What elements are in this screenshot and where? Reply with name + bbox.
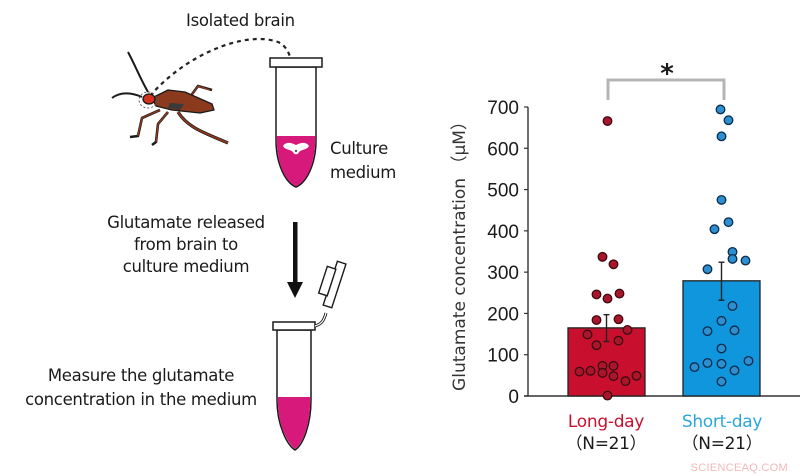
watermark: SCIENCEAQ.COM: [690, 462, 788, 474]
bars: [567, 280, 761, 397]
y-tick-label: 200: [487, 304, 519, 325]
y-tick-label: 500: [487, 181, 519, 202]
y-tick-label: 0: [508, 387, 519, 408]
measurement-tube-icon: [272, 260, 347, 451]
y-tick-label: 100: [487, 346, 519, 367]
data-point: [582, 329, 593, 340]
category-short-day: Short-day （N=21）: [667, 411, 777, 455]
diagram-graphics: [111, 37, 347, 451]
category-short-day-label: Short-day: [681, 412, 763, 432]
isolated-brain-label: Isolated brain: [186, 11, 295, 30]
significance-asterisk: *: [660, 59, 674, 89]
data-point: [689, 362, 700, 373]
data-point: [613, 335, 624, 346]
data-point: [622, 324, 633, 335]
data-point: [591, 340, 602, 351]
data-point: [729, 325, 740, 336]
glutamate-released-label: Glutamate released from brain to culture…: [96, 212, 276, 278]
measure-concentration-label: Measure the glutamate concentration in t…: [10, 364, 272, 412]
y-tick-label: 600: [487, 139, 519, 160]
data-point: [716, 343, 727, 354]
data-point: [620, 376, 631, 387]
data-point: [585, 365, 596, 376]
category-long-day-label: Long-day: [567, 412, 645, 432]
data-point: [631, 370, 642, 381]
data-point: [602, 293, 613, 304]
data-point: [702, 326, 713, 337]
data-point: [716, 376, 727, 387]
glutamate-released-line1: Glutamate released: [107, 213, 265, 232]
data-point: [608, 371, 619, 382]
data-point: [715, 104, 726, 115]
culture-medium-label: Culture medium: [330, 137, 396, 185]
data-point: [608, 259, 619, 270]
data-point: [727, 301, 738, 311]
data-point: [597, 367, 608, 378]
y-axis-title: Glutamate concentration （μM）: [450, 113, 470, 391]
data-point: [709, 224, 720, 235]
data-point: [716, 194, 727, 205]
measure-line2: concentration in the medium: [25, 390, 257, 409]
data-point: [716, 131, 727, 142]
insect-bug-icon: [111, 51, 229, 147]
data-points: [574, 104, 754, 401]
category-long-day: Long-day （N=21）: [551, 411, 661, 455]
data-point: [614, 288, 625, 299]
y-tick-label: 300: [487, 263, 519, 284]
data-point: [743, 355, 754, 366]
brain-icon: [283, 142, 309, 155]
y-axis: 0 100 200 300 400 500 600 700: [487, 98, 800, 408]
data-point: [591, 315, 602, 325]
data-point: [602, 116, 613, 126]
error-bar: [718, 261, 725, 301]
culture-medium-line1: Culture: [330, 139, 388, 158]
data-point: [608, 360, 619, 371]
data-point: [591, 289, 602, 300]
culture-tube-icon: [269, 57, 323, 188]
down-arrow-icon: [287, 222, 303, 298]
measure-line1: Measure the glutamate: [47, 366, 235, 385]
y-tick-label: 700: [487, 98, 519, 119]
data-point: [602, 390, 613, 401]
category-short-day-n: （N=21）: [681, 434, 763, 454]
data-point: [613, 314, 624, 325]
y-tick-label: 400: [487, 222, 519, 243]
data-point: [574, 366, 585, 377]
glutamate-released-line3: culture medium: [122, 257, 250, 276]
error-bar: [603, 313, 610, 343]
data-point: [723, 115, 734, 126]
category-long-day-n: （N=21）: [565, 434, 647, 454]
data-point: [729, 365, 740, 376]
glutamate-released-line2: from brain to: [134, 235, 238, 254]
data-point: [723, 217, 734, 228]
significance-bracket: *: [606, 59, 726, 100]
data-point: [727, 253, 738, 264]
culture-medium-line2: medium: [330, 163, 397, 182]
data-point: [597, 251, 608, 262]
data-point: [740, 255, 751, 266]
data-point: [702, 264, 713, 275]
data-point: [716, 358, 727, 369]
data-point: [702, 358, 713, 368]
data-point: [716, 315, 727, 326]
